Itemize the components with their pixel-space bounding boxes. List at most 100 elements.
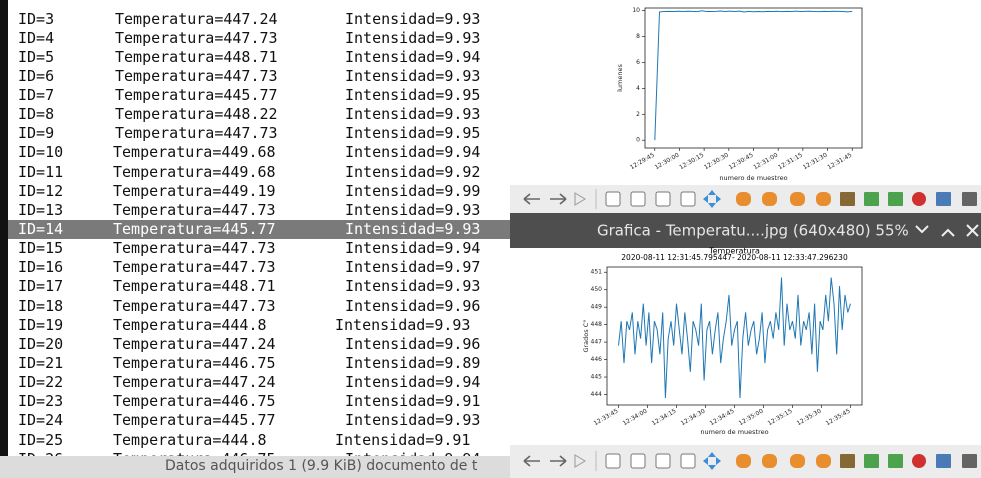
toolbar-icon[interactable] [762, 454, 777, 468]
toolbar-icon[interactable] [840, 192, 855, 206]
y-tick-label: 449 [591, 304, 603, 311]
terminal-row: ID=8 Temperatura=448.22 Intensidad=9.93 [8, 105, 510, 124]
zoom-button[interactable] [630, 453, 646, 469]
row-temperature: Temperatura=447.24 [115, 9, 278, 28]
minimize-button[interactable] [915, 225, 929, 234]
row-intensity: Intensidad=9.93 [345, 9, 481, 28]
row-id: ID=16 [18, 258, 64, 277]
row-temperature: Temperatura=445.77 [115, 86, 278, 105]
row-intensity: Intensidad=9.95 [345, 86, 481, 105]
zoom-button[interactable] [655, 191, 671, 207]
terminal-row: ID=19 Temperatura=444.8 Intensidad=9.93 [8, 316, 510, 335]
toolbar-icon[interactable] [816, 454, 831, 468]
row-id: ID=9 [18, 124, 55, 143]
row-intensity: Intensidad=9.99 [345, 181, 481, 200]
zoom-button[interactable] [680, 453, 696, 469]
back-button[interactable] [523, 455, 540, 467]
row-id: ID=15 [18, 239, 64, 258]
fit-button[interactable] [703, 452, 721, 470]
forward-button[interactable] [550, 193, 567, 205]
toolbar-icon[interactable] [762, 192, 777, 206]
toolbar-icon[interactable] [790, 454, 805, 468]
row-temperature: Temperatura=446.75 [113, 354, 276, 373]
row-id: ID=13 [18, 200, 64, 219]
y-tick-label: 450 [591, 286, 603, 293]
terminal-row: ID=3 Temperatura=447.24 Intensidad=9.93 [8, 10, 510, 29]
row-intensity: Intensidad=9.93 [345, 277, 481, 296]
fit-button[interactable] [703, 190, 721, 208]
toolbar-icon[interactable] [816, 192, 831, 206]
row-temperature: Temperatura=446.75 [113, 392, 276, 411]
zoom-button[interactable] [680, 191, 696, 207]
terminal-row: ID=24 Temperatura=445.77 Intensidad=9.93 [8, 411, 510, 430]
toolbar-icon[interactable] [962, 192, 977, 206]
toolbar-icon[interactable] [864, 192, 879, 206]
image-viewer: Grafica - Temperatu....jpg (640x480) 55%… [510, 0, 981, 478]
row-temperature: Temperatura=449.19 [113, 181, 276, 200]
row-temperature: Temperatura=447.73 [113, 239, 276, 258]
play-button[interactable] [574, 192, 586, 206]
zoom-button[interactable] [630, 191, 646, 207]
row-id: ID=24 [18, 411, 64, 430]
toolbar-icon[interactable] [888, 454, 903, 468]
row-id: ID=21 [18, 354, 64, 373]
zoom-button[interactable] [605, 453, 621, 469]
row-intensity: Intensidad=9.93 [345, 28, 481, 47]
row-intensity: Intensidad=9.93 [345, 66, 481, 85]
data-line [618, 277, 851, 399]
row-intensity: Intensidad=9.93 [345, 105, 481, 124]
toolbar-icon[interactable] [736, 454, 751, 468]
row-id: ID=3 [18, 9, 55, 28]
terminal-row: ID=23 Temperatura=446.75 Intensidad=9.91 [8, 392, 510, 411]
row-intensity: Intensidad=9.96 [345, 296, 481, 315]
toolbar-icon[interactable] [936, 192, 951, 206]
back-button[interactable] [523, 193, 540, 205]
row-intensity: Intensidad=9.94 [345, 47, 481, 66]
terminal: ID=3 Temperatura=447.24 Intensidad=9.93 ID=… [0, 0, 510, 456]
y-tick-label: 0 [636, 137, 640, 144]
y-axis-label: lumenes [616, 64, 624, 92]
row-temperature: Temperatura=444.8 [113, 430, 267, 449]
play-button[interactable] [574, 454, 586, 468]
terminal-row: ID=9 Temperatura=447.73 Intensidad=9.95 [8, 124, 510, 143]
row-temperature: Temperatura=448.71 [113, 277, 276, 296]
y-tick-label: 4 [636, 85, 640, 92]
toolbar-icon[interactable] [790, 192, 805, 206]
row-id: ID=10 [18, 143, 64, 162]
maximize-button[interactable] [941, 228, 955, 237]
toolbar-icon[interactable] [962, 454, 977, 468]
row-temperature: Temperatura=445.77 [113, 220, 276, 239]
terminal-row: ID=10 Temperatura=449.68 Intensidad=9.94 [8, 143, 510, 162]
row-id: ID=7 [18, 86, 55, 105]
row-id: ID=14 [18, 220, 64, 239]
row-temperature: Temperatura=447.73 [113, 258, 276, 277]
toolbar-icon[interactable] [888, 192, 903, 206]
data-line [654, 10, 853, 141]
terminal-row: ID=16 Temperatura=447.73 Intensidad=9.97 [8, 258, 510, 277]
zoom-button[interactable] [655, 453, 671, 469]
zoom-button[interactable] [605, 191, 621, 207]
close-button[interactable] [966, 224, 979, 237]
terminal-row: ID=5 Temperatura=448.71 Intensidad=9.94 [8, 48, 510, 67]
terminal-row: ID=13 Temperatura=447.73 Intensidad=9.93 [8, 201, 510, 220]
row-temperature: Temperatura=449.68 [113, 143, 276, 162]
toolbar-icon[interactable] [840, 454, 855, 468]
toolbar-icon[interactable] [936, 454, 951, 468]
row-intensity: Intensidad=9.91 [345, 392, 481, 411]
forward-button[interactable] [550, 455, 567, 467]
y-tick-label: 445 [591, 374, 603, 381]
terminal-row: ID=6 Temperatura=447.73 Intensidad=9.93 [8, 67, 510, 86]
row-id: ID=22 [18, 373, 64, 392]
toolbar-icon[interactable] [864, 454, 879, 468]
terminal-row: ID=18 Temperatura=447.73 Intensidad=9.96 [8, 297, 510, 316]
toolbar-icon[interactable] [912, 454, 926, 468]
toolbar-icon[interactable] [912, 192, 926, 206]
row-intensity: Intensidad=9.93 [345, 200, 481, 219]
title-bar [510, 213, 981, 248]
toolbar-icon[interactable] [736, 192, 751, 206]
y-tick-label: 448 [591, 321, 603, 328]
y-tick-label: 451 [591, 269, 603, 276]
row-temperature: Temperatura=448.22 [115, 105, 278, 124]
row-id: ID=4 [18, 28, 55, 47]
